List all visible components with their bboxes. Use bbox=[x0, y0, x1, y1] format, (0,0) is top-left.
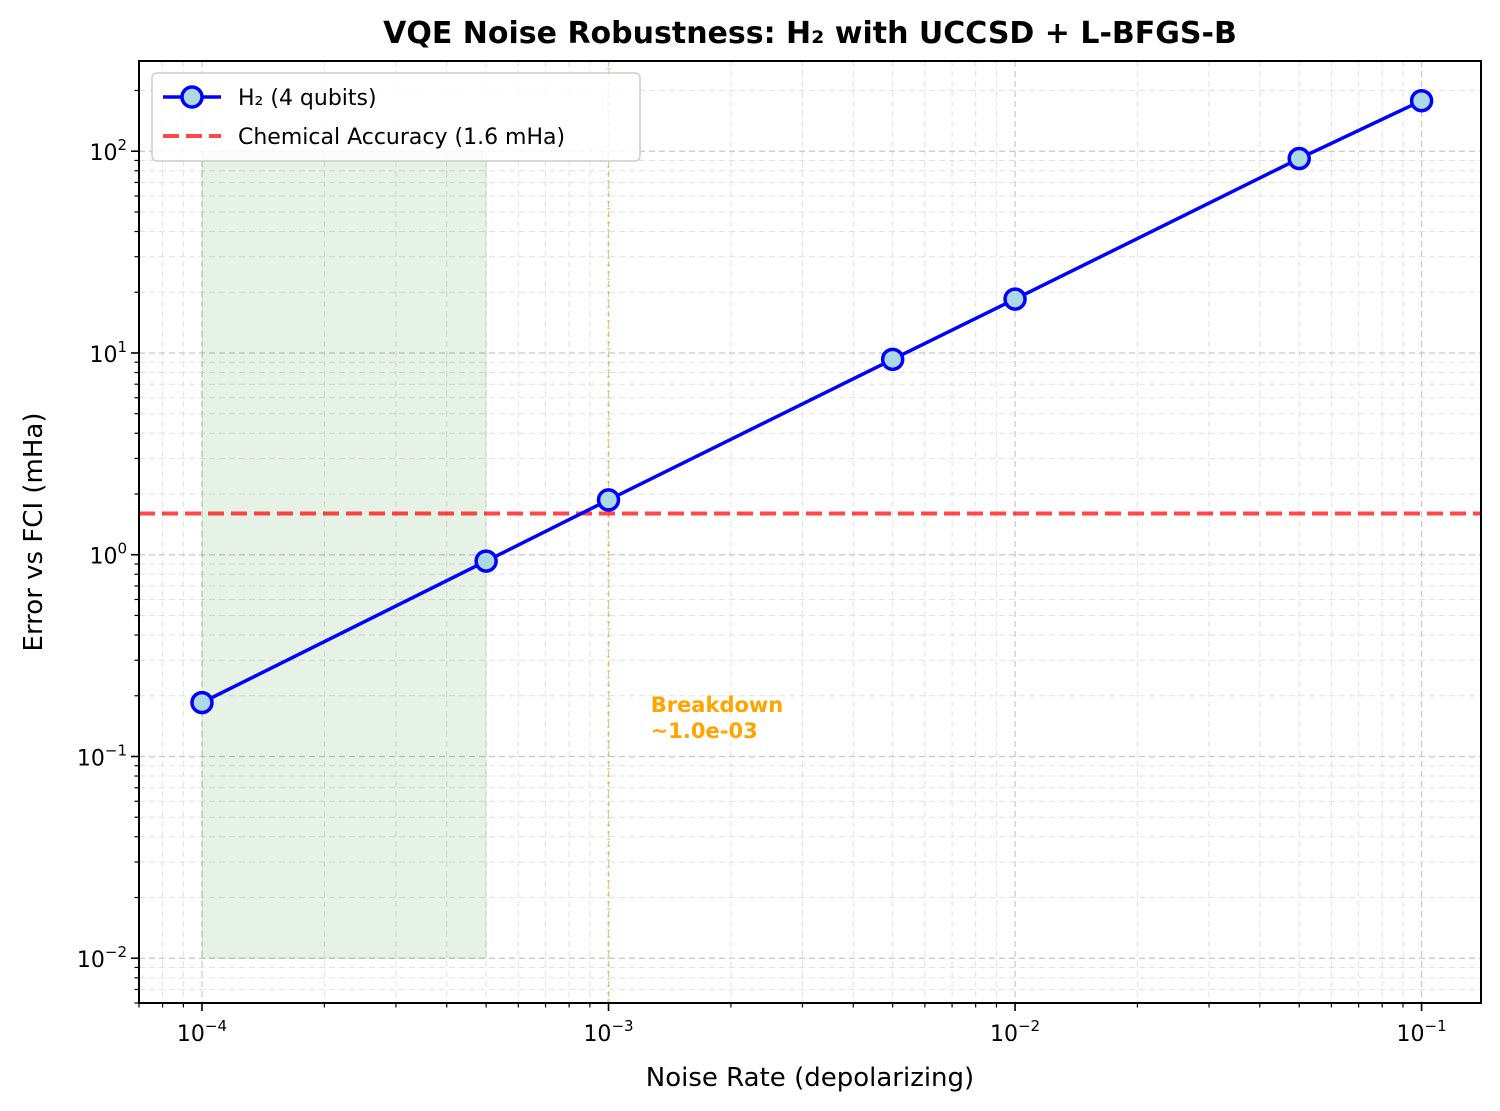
y-tick-label: 101 bbox=[89, 338, 127, 368]
y-tick-label: 100 bbox=[89, 540, 127, 570]
data-point bbox=[1003, 287, 1027, 311]
data-point bbox=[1409, 88, 1434, 113]
legend-box bbox=[151, 72, 641, 162]
x-tick-label: 10−4 bbox=[177, 1017, 227, 1047]
shaded-region bbox=[201, 150, 487, 959]
legend-series-label: H₂ (4 qubits) bbox=[238, 86, 377, 111]
reference-lines bbox=[139, 61, 1481, 1003]
legend-reference-label: Chemical Accuracy (1.6 mHa) bbox=[238, 125, 565, 150]
x-tick-label: 10−3 bbox=[583, 1017, 633, 1047]
x-tick-label: 10−1 bbox=[1397, 1017, 1447, 1047]
x-tick-label: 10−2 bbox=[990, 1017, 1040, 1047]
x-axis-label: Noise Rate (depolarizing) bbox=[646, 1063, 974, 1093]
y-axis-label: Error vs FCI (mHa) bbox=[19, 413, 49, 652]
y-tick-label: 102 bbox=[89, 136, 127, 166]
annotation: Breakdown ~1.0e-03 bbox=[651, 693, 784, 743]
data-point bbox=[880, 347, 905, 372]
shaded-region-rect bbox=[201, 150, 487, 959]
legend: H₂ (4 qubits) Chemical Accuracy (1.6 mHa) bbox=[151, 72, 641, 162]
y-tick-label: 10−2 bbox=[77, 943, 127, 973]
plot-frame bbox=[138, 60, 1482, 1004]
chart-title: VQE Noise Robustness: H₂ with UCCSD + L-… bbox=[383, 16, 1237, 51]
data-point bbox=[596, 488, 621, 512]
legend-series-marker bbox=[180, 85, 204, 109]
axis-ticks: 10−4 10−3 10−2 10−1 10−2 10−1 100 101 102 bbox=[77, 89, 1447, 1047]
data-point bbox=[474, 549, 498, 573]
breakdown-annotation: Breakdown ~1.0e-03 bbox=[651, 693, 784, 743]
data-point bbox=[1287, 146, 1311, 171]
series bbox=[190, 88, 1434, 715]
data-point bbox=[190, 690, 214, 715]
y-tick-label: 10−1 bbox=[77, 741, 127, 771]
